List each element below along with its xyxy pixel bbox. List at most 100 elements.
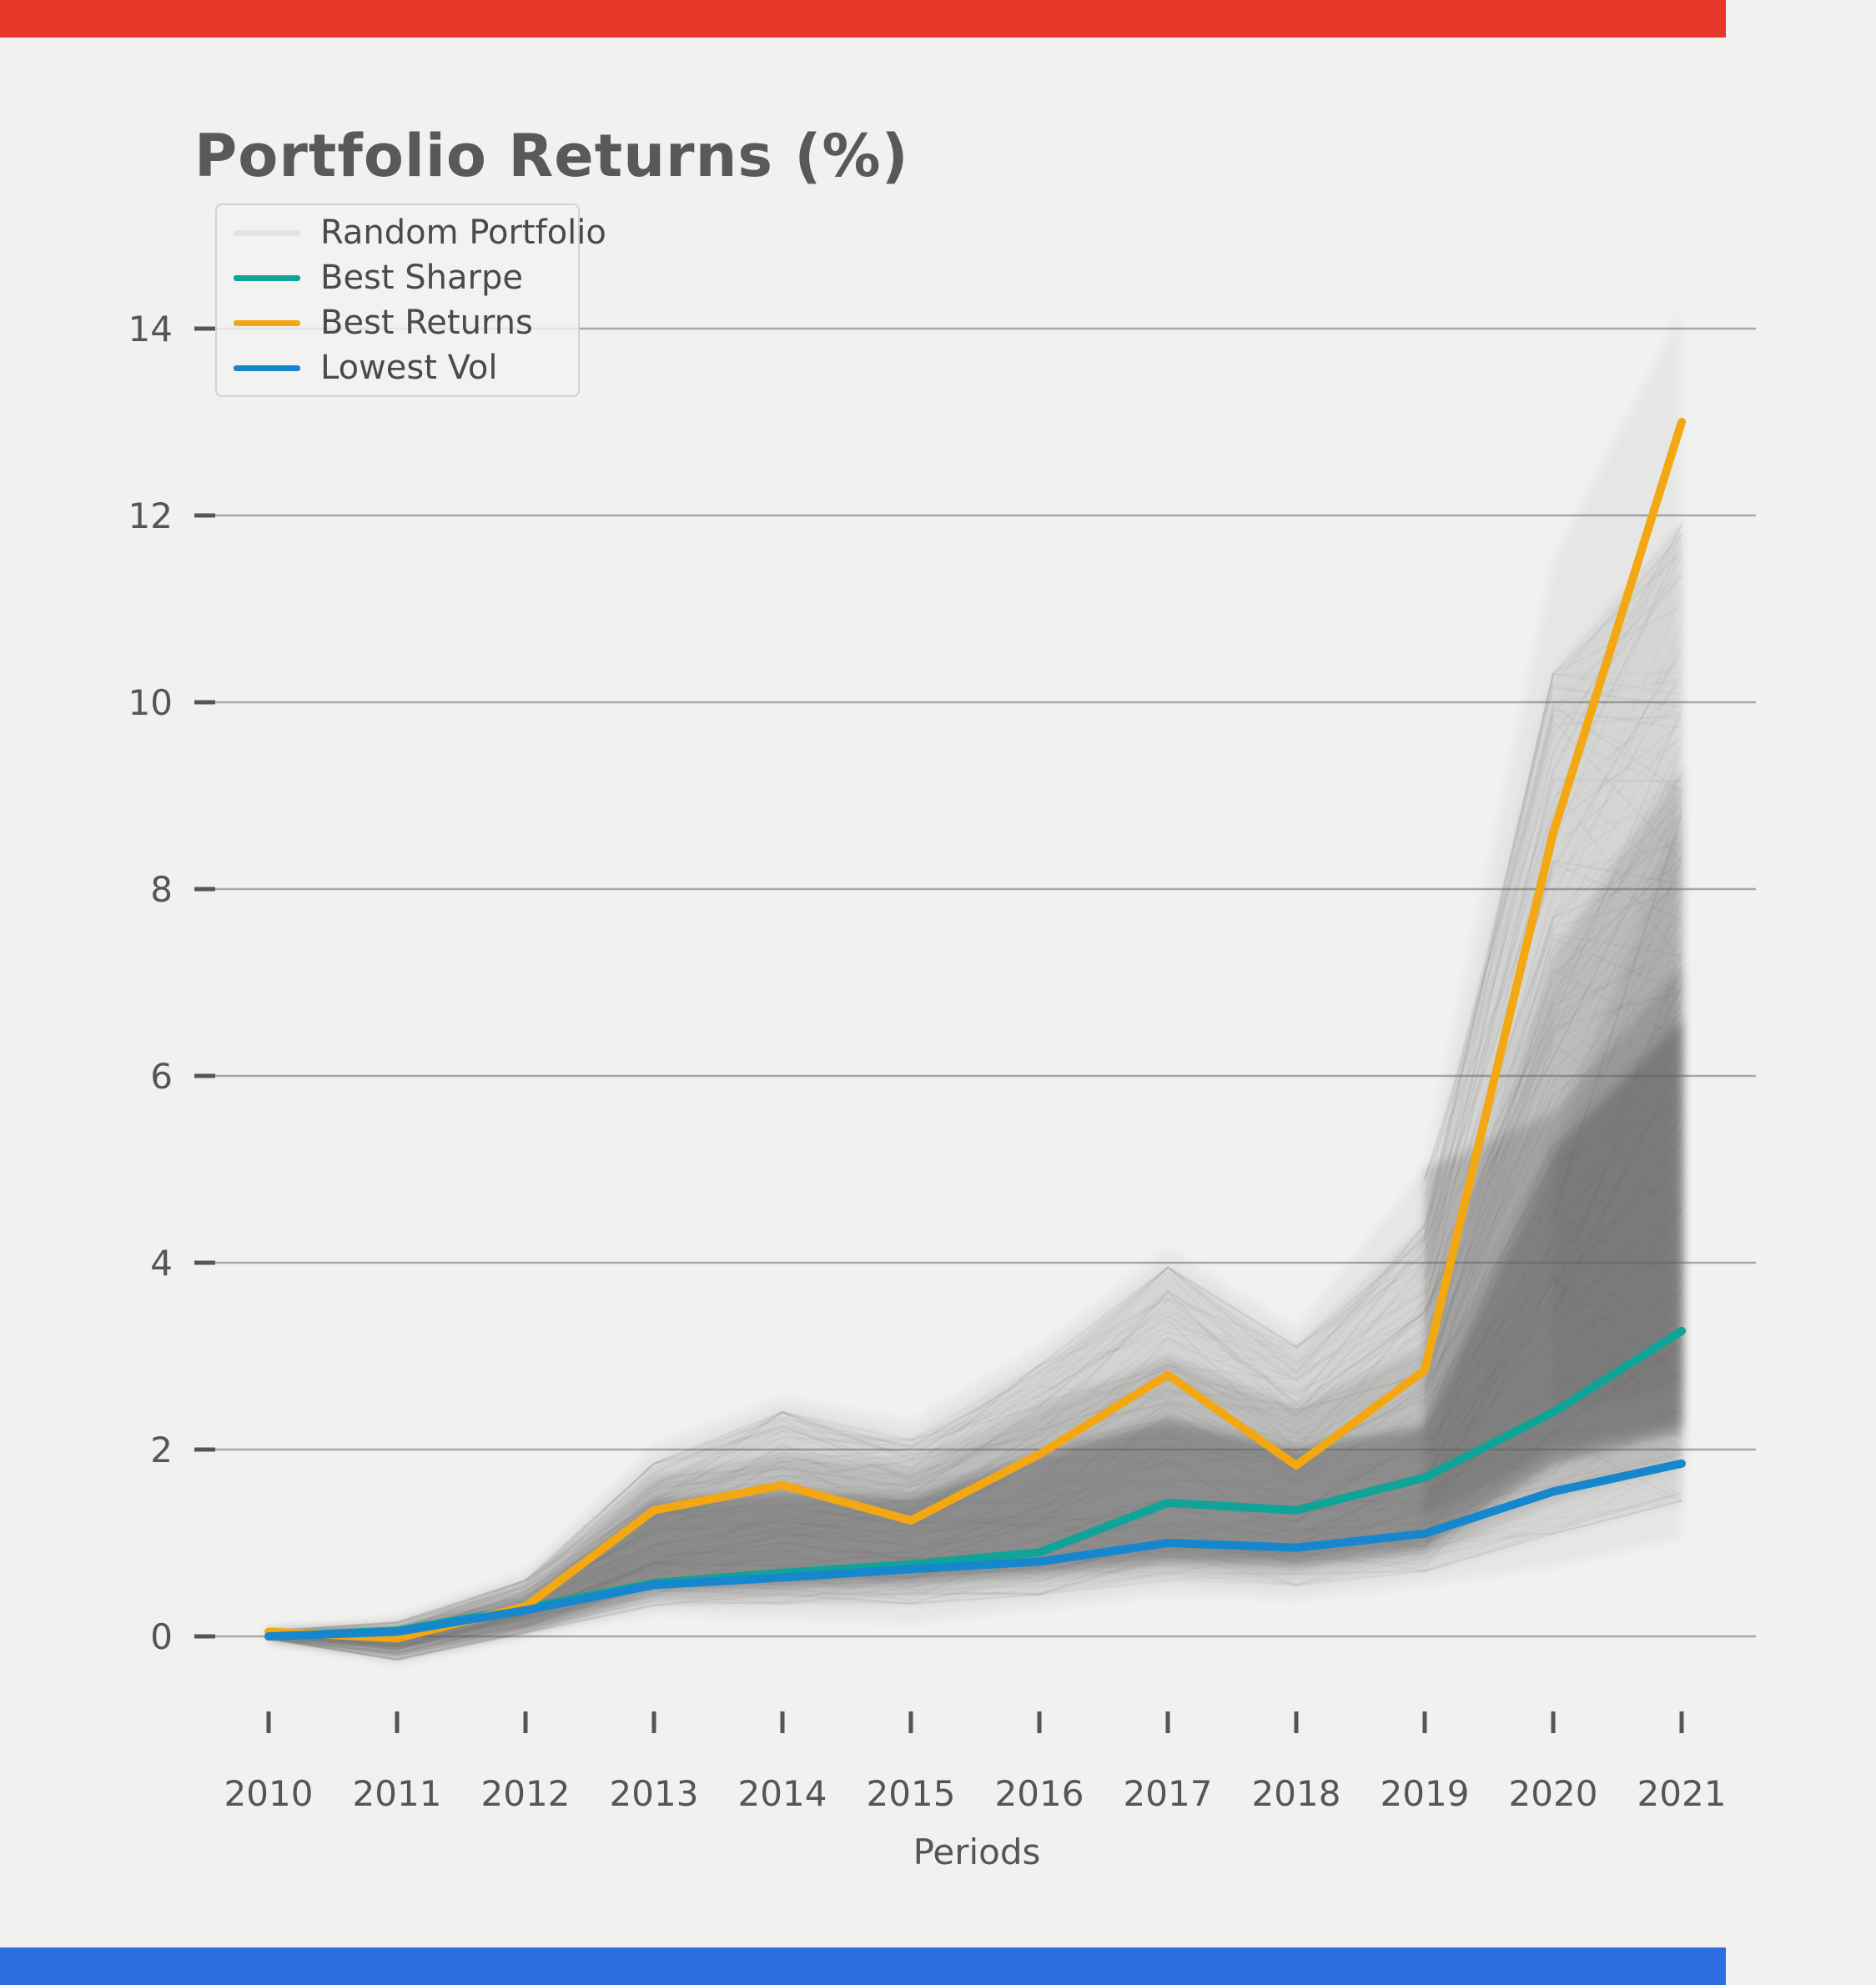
random-portfolio-strand [1552, 1141, 1682, 1291]
random-portfolio-strand [268, 890, 1682, 1636]
random-portfolio-band-light [269, 525, 1682, 1661]
random-portfolio-strand [268, 790, 1682, 1636]
x-tick-label: 2011 [353, 1773, 442, 1814]
random-portfolio-strand [1424, 1170, 1682, 1448]
random-portfolio-strand [268, 898, 1682, 1641]
bottom-blue-bar [0, 1947, 1727, 1985]
random-portfolio-band-core [269, 1019, 1682, 1651]
legend: Random Portfolio Best Sharpe Best Return… [215, 204, 606, 397]
random-portfolio-strand [1423, 910, 1683, 1377]
random-portfolio-strand [1423, 792, 1683, 1241]
x-tick-label: 2019 [1381, 1773, 1470, 1814]
random-portfolio-strand [1552, 1203, 1682, 1299]
random-portfolio-strand [268, 722, 1682, 1633]
random-portfolio-strand [1552, 1133, 1682, 1304]
random-portfolio-strand [1424, 1289, 1682, 1509]
random-portfolio-strand [1552, 1344, 1682, 1432]
random-portfolio-strand [1424, 1451, 1682, 1488]
random-portfolio-strand [1423, 575, 1682, 1183]
best-returns-swatch-icon [234, 319, 300, 326]
random-portfolio-strand [1423, 1012, 1682, 1390]
random-portfolio-band-mid [269, 767, 1682, 1656]
random-portfolio-strand [1423, 1279, 1682, 1479]
random-portfolio-strand [1423, 857, 1682, 1390]
random-portfolio-strand [1423, 816, 1682, 1374]
random-portfolio-strand [268, 846, 1682, 1636]
random-portfolio-strand [1423, 778, 1682, 1279]
random-portfolio-strand [1552, 1095, 1682, 1224]
random-portfolio-strand [1552, 1164, 1682, 1284]
x-tick-label: 2017 [1124, 1773, 1213, 1814]
random-portfolio-strand [268, 1294, 1682, 1651]
random-portfolio-strand [1423, 1199, 1682, 1379]
random-portfolio-strand [268, 672, 1682, 1632]
random-portfolio-strand [1552, 1372, 1682, 1424]
x-tick-label: 2020 [1509, 1773, 1598, 1814]
y-tick-label: 14 [128, 309, 173, 349]
random-portfolio-strand [1552, 815, 1683, 1218]
random-portfolio-strand [1423, 1038, 1682, 1425]
random-portfolio-strand [1552, 987, 1683, 1199]
random-portfolio-strand [268, 1491, 1682, 1661]
random-portfolio-strand [1552, 1055, 1683, 1314]
random-portfolio-strand [1423, 1048, 1682, 1441]
legend-item-random-portfolio: Random Portfolio [217, 211, 606, 254]
random-portfolio-band-core-2020-cohort [1553, 814, 1682, 1413]
random-portfolio-strand [1424, 1453, 1682, 1506]
random-portfolio-strand [268, 708, 1682, 1634]
random-portfolio-strand [1552, 816, 1683, 1219]
y-tick-label: 8 [150, 869, 173, 910]
random-portfolio-strand [1423, 1232, 1682, 1430]
random-portfolio-strand [1423, 1043, 1682, 1374]
random-portfolio-strand [268, 1180, 1682, 1647]
random-portfolio-strand [1423, 1013, 1682, 1372]
random-portfolio-strand [1423, 751, 1683, 1335]
random-portfolio-swatch-icon [234, 229, 300, 236]
random-portfolio-strand [268, 524, 1683, 1632]
legend-item-best-sharpe: Best Sharpe [217, 256, 578, 299]
random-portfolio-strand [268, 782, 1683, 1635]
x-tick-label: 2010 [224, 1773, 314, 1814]
legend-item-label: Lowest Vol [320, 349, 498, 387]
random-portfolio-strand [268, 933, 1682, 1636]
random-portfolio-strand [1423, 714, 1682, 1195]
random-portfolio-strand [268, 718, 1682, 1635]
y-tick-label: 0 [150, 1616, 173, 1657]
legend-item-label: Best Returns [320, 304, 533, 342]
random-portfolio-strand [268, 524, 1683, 1634]
random-portfolio-strand [1552, 1317, 1682, 1391]
best-sharpe-swatch-icon [234, 274, 300, 281]
random-portfolio-strand [1552, 1149, 1683, 1359]
x-tick-label: 2015 [867, 1773, 956, 1814]
random-portfolio-strand [268, 1432, 1682, 1661]
random-portfolio-strand [1424, 1338, 1682, 1526]
random-portfolio-strand [1423, 859, 1682, 1324]
random-portfolio-strand [1423, 990, 1682, 1311]
random-portfolio-strand [1552, 1276, 1682, 1344]
top-red-bar [0, 0, 1727, 38]
random-portfolio-strand [1423, 533, 1682, 1207]
random-portfolio-strand [1423, 1212, 1682, 1485]
random-portfolio-strand [268, 1303, 1682, 1656]
random-portfolio-strand [1423, 807, 1683, 1349]
x-tick-label: 2012 [481, 1773, 571, 1814]
random-portfolio-strand [268, 1432, 1682, 1656]
random-portfolio-strand [1423, 686, 1682, 1231]
random-portfolio-strand [268, 1209, 1683, 1647]
lowest-vol-swatch-icon [234, 364, 300, 371]
x-tick-label: 2013 [610, 1773, 699, 1814]
random-portfolio-strand [1423, 865, 1682, 1296]
random-portfolio-strand [268, 897, 1683, 1647]
random-portfolio-strand [268, 1104, 1682, 1641]
y-tick-label: 4 [150, 1243, 173, 1284]
random-portfolio-strand [268, 1492, 1682, 1661]
random-portfolio-strand [1423, 841, 1682, 1247]
random-portfolio-strand [268, 1274, 1682, 1654]
random-portfolio-strand [268, 1168, 1682, 1654]
random-portfolio-strand [268, 1341, 1682, 1657]
random-portfolio-strand [1552, 812, 1683, 1216]
random-portfolio-strand [1552, 1409, 1682, 1437]
x-tick-label: 2018 [1252, 1773, 1341, 1814]
random-portfolio-strand [1424, 1430, 1682, 1544]
